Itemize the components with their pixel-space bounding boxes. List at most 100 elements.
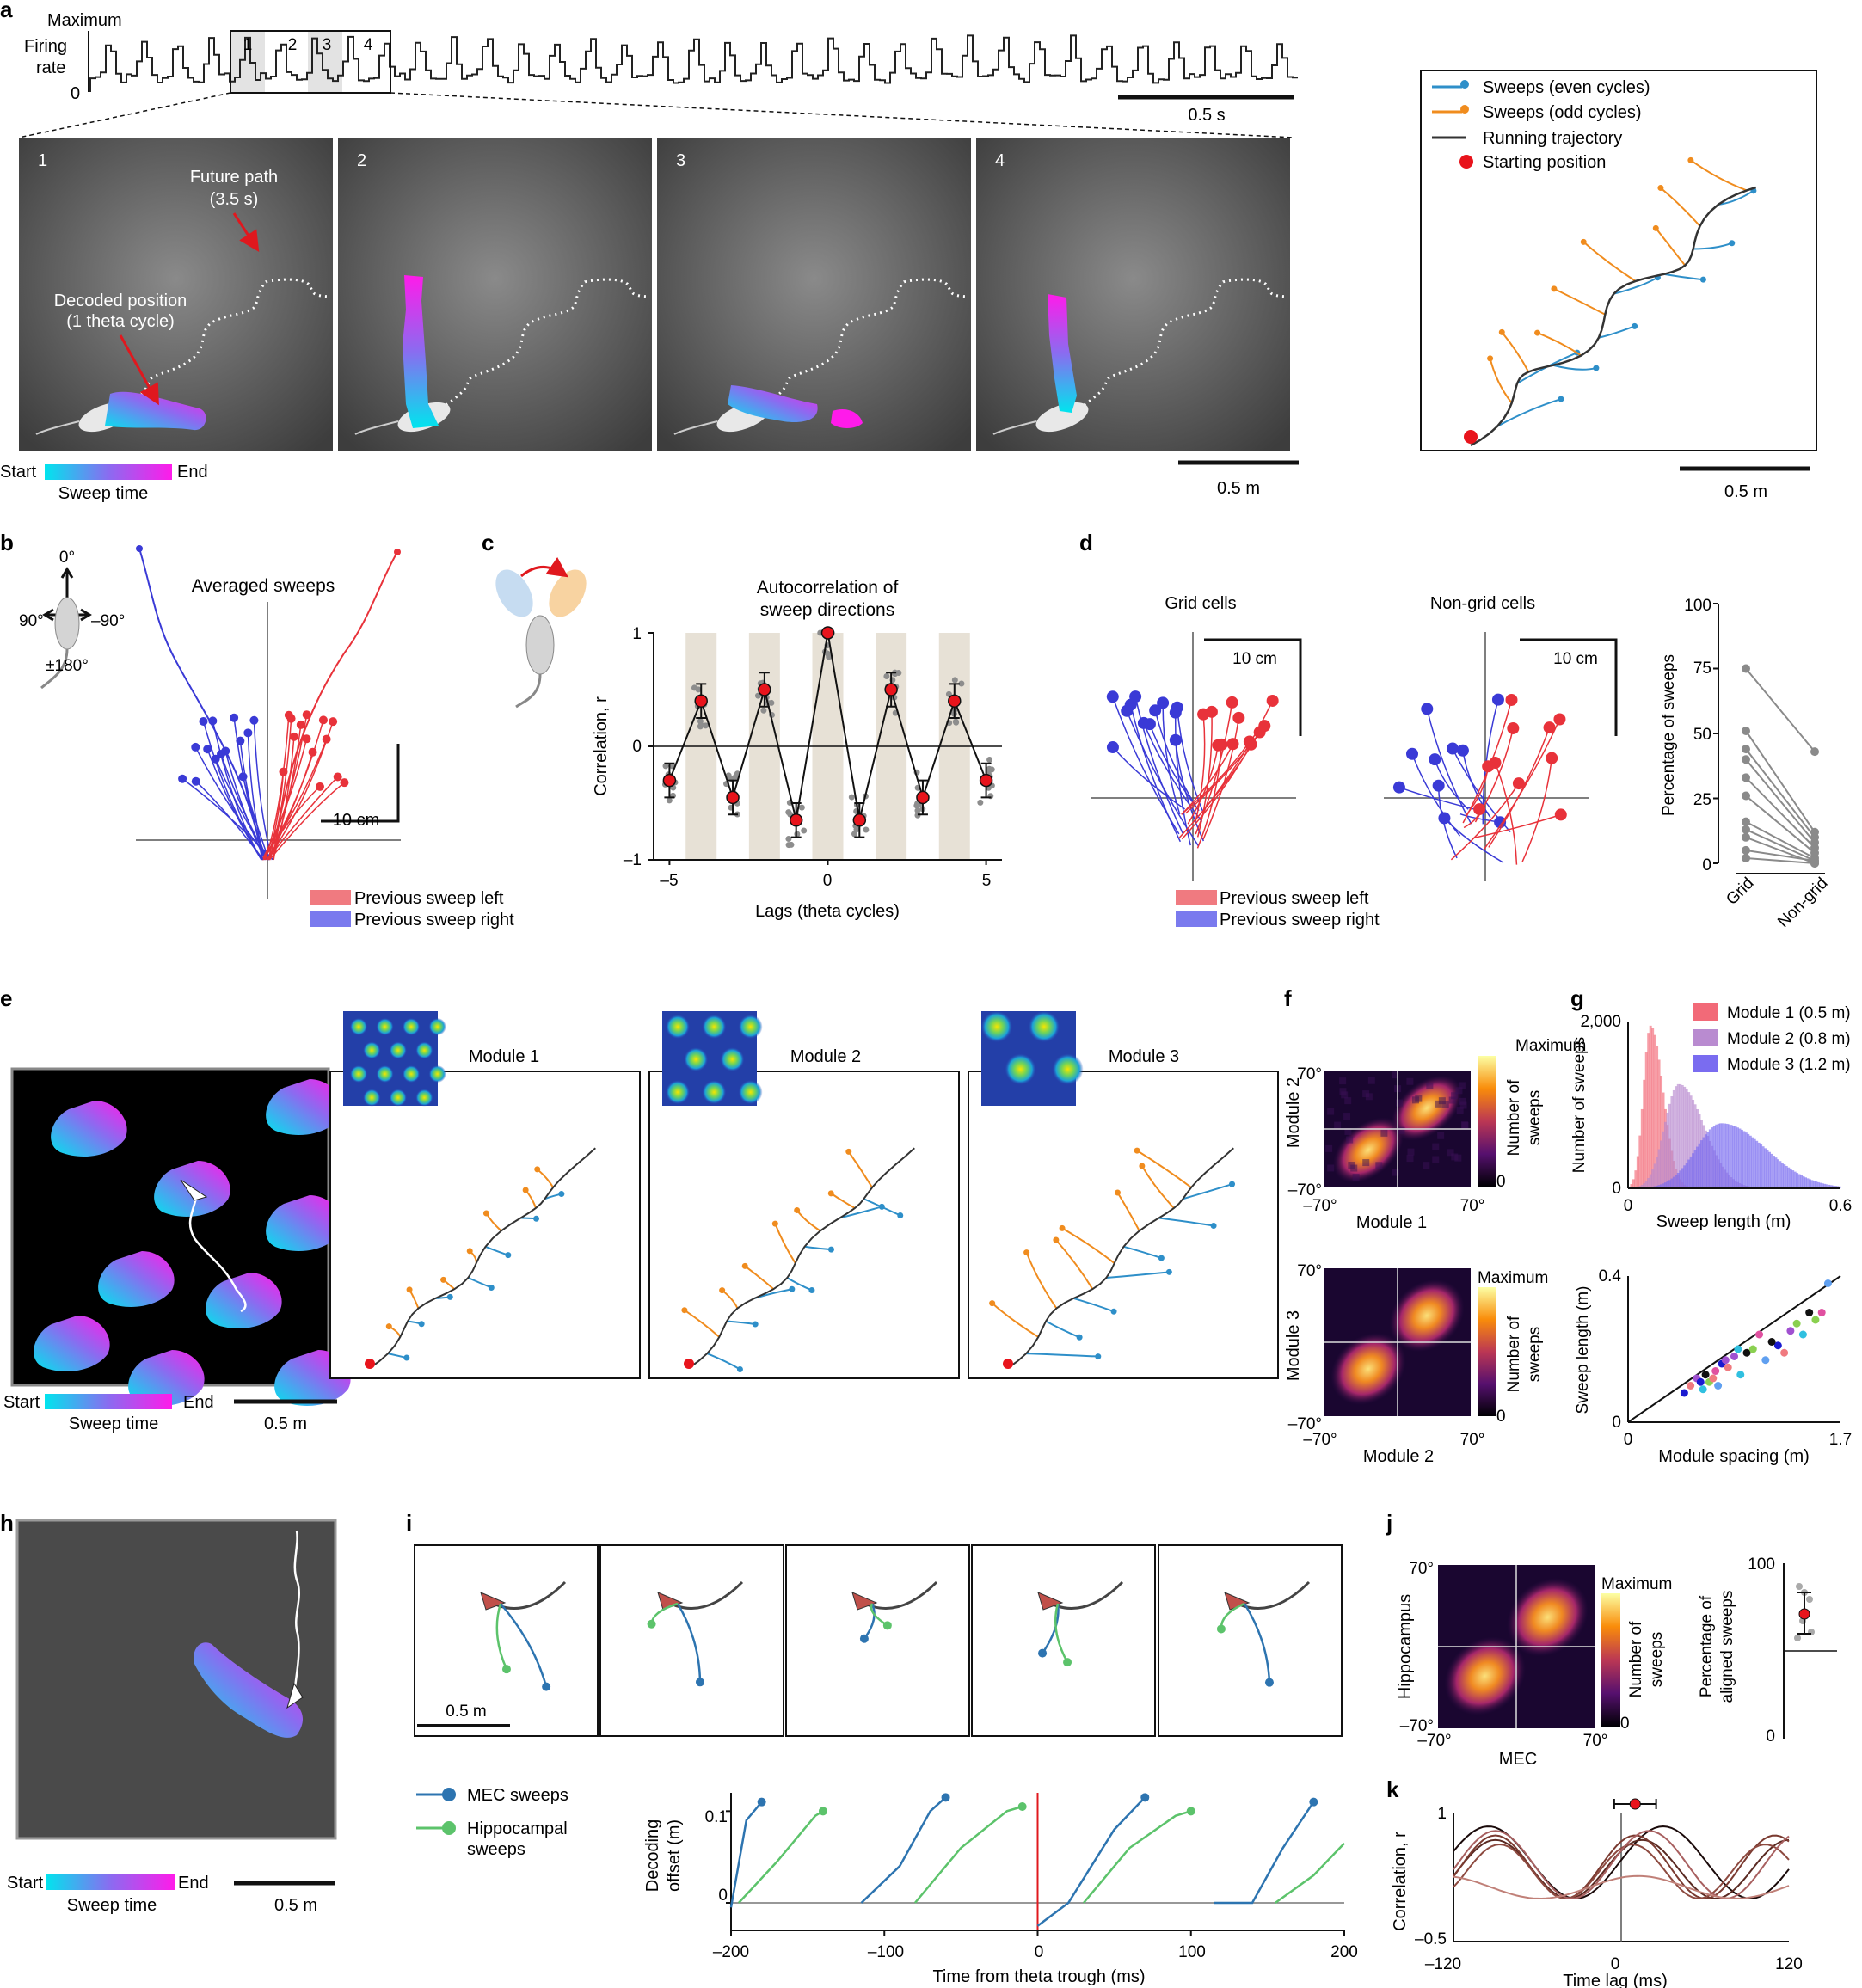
sweep-left-prev-end	[315, 782, 324, 791]
h-sweep	[194, 1530, 304, 1738]
hist-bar-module-3	[1744, 1132, 1748, 1188]
future-path-label-2: (3.5 s)	[210, 190, 259, 209]
sim-blob-4	[266, 1195, 342, 1251]
d-legend-right-swatch	[1176, 911, 1217, 927]
sweep-end	[558, 1191, 565, 1198]
grid-sweep-left-end	[1232, 711, 1245, 724]
hist-bar-module-2	[1649, 1174, 1652, 1188]
sweep-right-prev-end	[249, 715, 259, 725]
nongrid-point	[1810, 859, 1819, 868]
heatmap-f1-noise	[1459, 1097, 1466, 1105]
k-curve-6	[1453, 1874, 1790, 1900]
trajectory-scale-label: 0.5 m	[1724, 482, 1767, 501]
pair-line	[1745, 820, 1816, 859]
i-ylabel-1: Decoding	[643, 1819, 662, 1893]
individual-point	[798, 804, 805, 811]
individual-point	[986, 765, 992, 772]
i-hpc-end-5	[1216, 1624, 1226, 1634]
outlier-sweep-left-end	[394, 549, 401, 555]
b-legend-right-swatch	[310, 911, 351, 927]
i-series-end-4	[1309, 1797, 1318, 1807]
hist-bar-module-3	[1730, 1125, 1733, 1188]
d-ytick-0: 0	[1702, 856, 1711, 874]
sim-blob-2	[266, 1079, 342, 1135]
grid-sweep-left	[1183, 741, 1251, 813]
heatmap-f1-noise	[1423, 1162, 1430, 1169]
hist-bar-module-3	[1804, 1177, 1807, 1188]
individual-point	[977, 799, 984, 806]
grid-sweep-right	[1162, 703, 1181, 815]
hist-bar-module-3	[1751, 1137, 1754, 1188]
hist-bar-module-3	[1766, 1150, 1769, 1188]
trajectory-legend	[1432, 80, 1473, 169]
hist-bar-module-2	[1663, 1121, 1667, 1188]
hist-bar-module-1	[1634, 1170, 1638, 1188]
hist-bar-module-1	[1656, 1046, 1659, 1188]
nongrid-sweep-right	[1426, 709, 1472, 825]
hist-bar-module-3	[1681, 1168, 1684, 1188]
hist-bar-module-1	[1640, 1108, 1644, 1188]
colorbar-e-end: End	[183, 1393, 214, 1412]
heatmap-f1-noise	[1459, 1101, 1467, 1109]
sweep-end	[1114, 1189, 1121, 1196]
f-top-xlabel: Module 1	[1356, 1213, 1427, 1232]
hist-bar-module-3	[1802, 1176, 1805, 1188]
starting-position	[1464, 430, 1478, 444]
i-panel-3	[785, 1544, 970, 1737]
nongrid-sweep-left-end	[1543, 721, 1556, 734]
f-bot-xmin: –70°	[1303, 1431, 1337, 1449]
hist-bar-module-3	[1657, 1185, 1661, 1188]
hist-bar-module-2	[1670, 1095, 1674, 1188]
hist-ylabel: Number of sweeps	[1570, 1037, 1589, 1173]
grid-sweep-left-end	[1205, 705, 1218, 718]
hist-bar-module-3	[1791, 1170, 1795, 1188]
i-scale-label: 0.5 m	[446, 1703, 487, 1721]
hist-bar-module-3	[1721, 1123, 1724, 1188]
hist-bar-module-3	[1829, 1185, 1833, 1188]
hist-bar-module-3	[1780, 1163, 1784, 1188]
heatmap-f1-noise	[1447, 1149, 1454, 1157]
sweep-right-prev-end	[191, 776, 200, 786]
legend-odd: Sweeps (odd cycles)	[1483, 103, 1642, 122]
hist-bar-module-3	[1808, 1179, 1811, 1188]
hist-bar-module-3	[1779, 1161, 1782, 1188]
grid-sweep-right-end	[1157, 696, 1170, 709]
d-scale-bar-grid	[1204, 638, 1302, 736]
even-sweep	[1598, 325, 1635, 339]
i-xtick-0: 0	[1035, 1943, 1044, 1961]
sweep-end	[533, 1215, 540, 1222]
i-series-4	[1214, 1801, 1315, 1905]
module-frame-1	[329, 1071, 641, 1379]
mouse-tail-1	[35, 420, 80, 435]
pair-line	[1745, 856, 1816, 864]
sweep-left-prev	[261, 739, 308, 861]
heatmap-f1-noise	[1392, 1071, 1399, 1079]
hist-bar-module-3	[1724, 1123, 1727, 1188]
hist-bar-module-3	[1793, 1171, 1797, 1188]
j-pct-point	[1796, 1583, 1803, 1590]
scatter-point	[1773, 1341, 1782, 1350]
percentage-chart	[1713, 603, 1825, 874]
grid-point	[1742, 853, 1750, 862]
hist-bar-module-2	[1668, 1103, 1671, 1188]
panel-letter-h: h	[0, 1510, 14, 1536]
hist-bar-module-3	[1704, 1134, 1707, 1188]
i-panel-2	[599, 1544, 784, 1737]
firing-rate-label-2: rate	[36, 58, 65, 77]
j-heatmap	[1438, 1565, 1620, 1728]
sweep-end	[466, 1248, 473, 1255]
scatter-point	[1742, 1348, 1751, 1357]
sweep-left-prev-end	[333, 772, 342, 782]
decoded-position-label-1: Decoded position	[54, 291, 187, 310]
odd-sweep	[1660, 187, 1701, 227]
j-xmin: –70°	[1417, 1732, 1451, 1750]
sweep-end	[522, 1187, 529, 1193]
module-3-title: Module 3	[1109, 1047, 1179, 1066]
heatmap-f1-noise	[1362, 1159, 1370, 1167]
colorbar-h-label: Sweep time	[67, 1896, 157, 1915]
hist-bar-module-3	[1812, 1181, 1816, 1188]
odd-sweep	[1140, 1165, 1175, 1209]
sim-blob-5	[98, 1251, 175, 1307]
f-top-xmin: –70°	[1303, 1197, 1337, 1215]
